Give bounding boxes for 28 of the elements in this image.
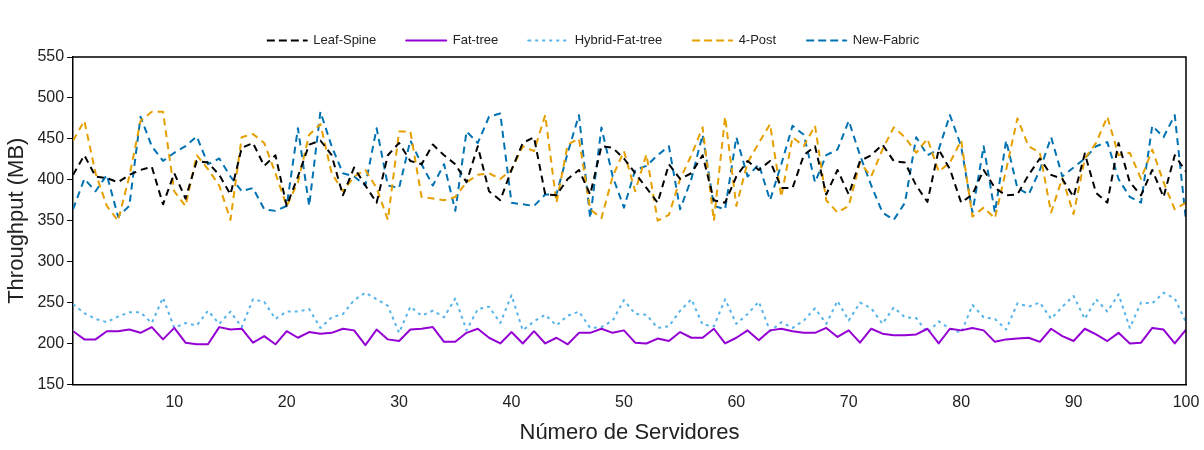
y-tick-label: 150 — [37, 374, 65, 392]
y-tick-label: 450 — [37, 129, 65, 147]
x-tick-label: 20 — [277, 393, 296, 411]
x-tick-label: 10 — [165, 393, 184, 411]
line-series — [73, 110, 1186, 222]
legend-label: Leaf-Spine — [313, 32, 377, 48]
y-tick-label: 400 — [37, 170, 65, 188]
x-axis-title: Número de Servidores — [519, 418, 740, 444]
x-tick-label: 90 — [1064, 393, 1083, 411]
legend-label: Fat-tree — [452, 32, 499, 48]
y-tick-label: 500 — [37, 88, 65, 106]
y-tick-label: 350 — [37, 211, 65, 229]
x-tick-label: 50 — [615, 393, 633, 411]
x-tick-label: 100 — [1172, 393, 1200, 411]
legend-label: 4-Post — [738, 32, 777, 48]
y-axis-title: Throughput (MB) — [3, 137, 29, 304]
y-tick-label: 550 — [37, 47, 65, 65]
x-tick-label: 30 — [390, 393, 409, 411]
line-series — [73, 291, 1186, 334]
x-tick-label: 60 — [727, 393, 746, 411]
x-tick-label: 70 — [839, 393, 858, 411]
x-tick-label: 40 — [502, 393, 521, 411]
y-tick-label: 250 — [37, 292, 65, 310]
legend-label: New-Fabric — [852, 32, 920, 48]
x-tick-label: 80 — [952, 393, 971, 411]
y-tick-label: 300 — [37, 252, 65, 270]
legend-label: Hybrid-Fat-tree — [574, 32, 663, 48]
y-tick-label: 200 — [37, 333, 65, 351]
